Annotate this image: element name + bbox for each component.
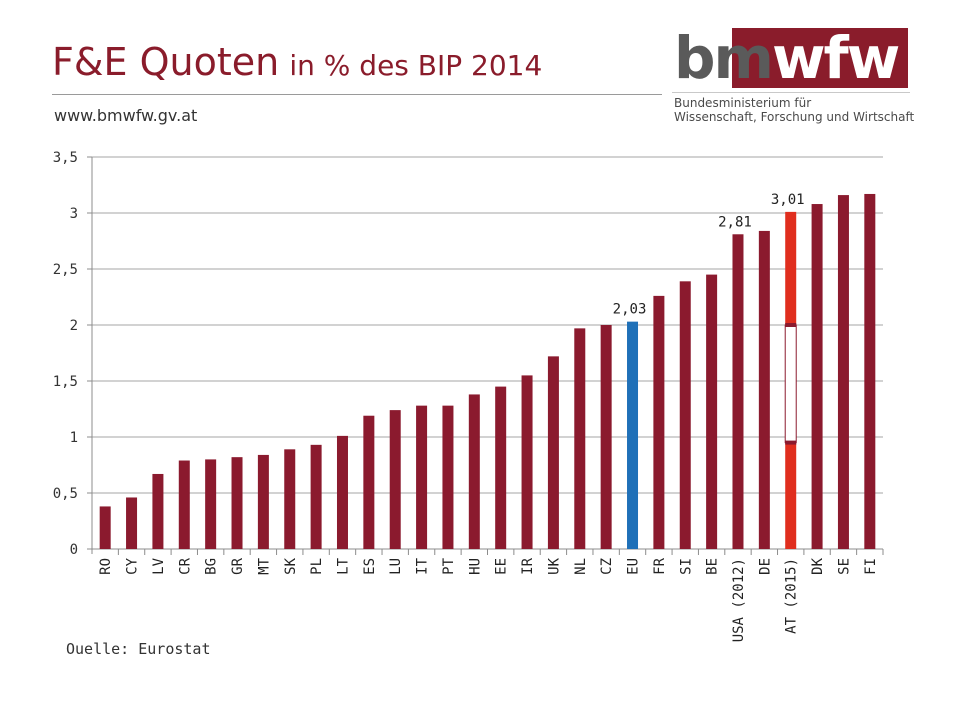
at-bar-rim-top — [785, 323, 797, 327]
logo-ministry-line2: Wissenschaft, Forschung und Wirtschaft — [674, 110, 915, 124]
x-tick-label: FI — [863, 558, 879, 575]
data-labels: 2,03 2,81 3,01 — [613, 192, 805, 318]
bar-cr — [178, 460, 190, 549]
bar-mt — [257, 454, 269, 549]
bar-it — [416, 405, 428, 549]
bar-lv — [152, 473, 164, 549]
logo-word-part1: bm — [674, 24, 774, 92]
page-title: F&E Quoten in % des BIP 2014 — [52, 40, 542, 84]
bar-uk — [547, 356, 559, 549]
x-tick-label: GR — [230, 557, 246, 574]
x-tick-label: BG — [204, 558, 220, 575]
bar-eu — [627, 321, 639, 549]
x-tick-label: PT — [441, 557, 457, 574]
x-axis-ticks: RO CY LV CR BG GR MT SK PL LT ES LU IT PT HU EE IR UK NL CZ… — [98, 549, 884, 642]
at-bar-band — [784, 324, 797, 444]
x-tick-label: DK — [810, 557, 826, 574]
data-label: 2,03 — [613, 302, 647, 318]
x-tick-label: RO — [98, 558, 114, 575]
bar-hu — [468, 394, 480, 549]
bmwfw-logo: bmwfw Bundesministerium für Wissenschaft… — [662, 24, 915, 128]
bar-pt — [442, 405, 454, 549]
y-tick-label: 0,5 — [53, 486, 78, 502]
bar-ir — [521, 375, 533, 549]
x-tick-label: SI — [678, 558, 694, 575]
title-subtitle: in % des BIP 2014 — [289, 49, 543, 82]
x-tick-label: CY — [125, 557, 141, 574]
x-tick-label: SE — [836, 558, 852, 575]
bar-sk — [284, 449, 296, 549]
bar-lt — [336, 435, 348, 549]
logo-word-part2: wfw — [771, 24, 900, 92]
x-tick-label: EU — [626, 558, 642, 575]
y-tick-label: 2,5 — [53, 262, 78, 278]
title-main: F&E Quoten — [52, 40, 280, 84]
y-tick-label: 3,5 — [53, 150, 78, 166]
bar-fi — [864, 193, 876, 549]
x-tick-label: FR — [652, 557, 668, 574]
data-label: 2,81 — [718, 214, 752, 230]
x-tick-label: CR — [177, 557, 193, 574]
bar-gr — [231, 457, 243, 549]
bar-se — [837, 195, 849, 549]
x-tick-label: EE — [494, 558, 510, 575]
y-tick-label: 3 — [70, 206, 78, 222]
y-tick-label: 1 — [70, 430, 78, 446]
bar-dk — [811, 204, 823, 550]
at-bar-rim-bottom — [785, 440, 797, 445]
x-tick-label: HU — [467, 558, 483, 575]
source-note: Ouelle: Eurostat — [66, 640, 211, 658]
website-url: www.bmwfw.gv.at — [54, 106, 198, 125]
x-tick-label: LV — [151, 557, 167, 574]
x-tick-label: IR — [520, 557, 536, 574]
x-tick-label: PL — [309, 558, 325, 575]
bar-ee — [495, 386, 507, 549]
logo-ministry-line1: Bundesministerium für — [674, 96, 812, 110]
bar-lu — [389, 410, 401, 549]
logo-wordmark: bmwfw — [674, 24, 900, 92]
bar-bg — [205, 459, 217, 549]
bar-cy — [126, 497, 138, 549]
data-label: 3,01 — [771, 192, 805, 208]
logo-divider — [672, 92, 910, 93]
x-tick-label: AT (2015) — [784, 558, 800, 634]
x-tick-label: NL — [573, 558, 589, 575]
bar-fr — [653, 295, 665, 549]
x-tick-label: LT — [335, 557, 351, 574]
bar-series — [99, 193, 876, 550]
y-tick-label: 2 — [70, 318, 78, 334]
x-tick-label: SK — [283, 557, 299, 574]
bar-pl — [310, 444, 322, 549]
bar-de — [758, 230, 770, 550]
x-tick-label: MT — [256, 557, 272, 574]
x-tick-label: DE — [757, 558, 773, 575]
x-tick-label: UK — [546, 557, 562, 574]
title-divider — [52, 94, 662, 95]
bar-be — [706, 274, 718, 549]
bar-usa-2012 — [732, 234, 744, 549]
bar-cz — [600, 325, 612, 549]
bar-si — [679, 281, 691, 549]
y-tick-label: 1,5 — [53, 374, 78, 390]
bar-ro — [99, 506, 111, 549]
x-tick-label: LU — [388, 558, 404, 575]
x-tick-label: ES — [362, 558, 378, 575]
x-tick-label: CZ — [599, 558, 615, 575]
y-tick-label: 0 — [70, 542, 78, 558]
x-tick-label: USA (2012) — [731, 558, 747, 642]
logo-color-block — [732, 28, 908, 88]
bar-es — [363, 415, 375, 549]
x-tick-label: IT — [415, 557, 431, 574]
y-axis-ticks: 0 0,5 1 1,5 2 2,5 3 3,5 — [53, 150, 93, 558]
x-tick-label: BE — [705, 558, 721, 575]
bar-nl — [574, 328, 586, 549]
